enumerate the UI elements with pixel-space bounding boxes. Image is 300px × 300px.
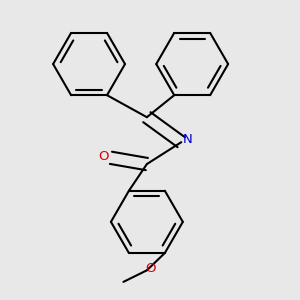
Text: N: N	[183, 133, 193, 146]
Text: O: O	[98, 150, 108, 163]
Text: O: O	[146, 262, 156, 275]
